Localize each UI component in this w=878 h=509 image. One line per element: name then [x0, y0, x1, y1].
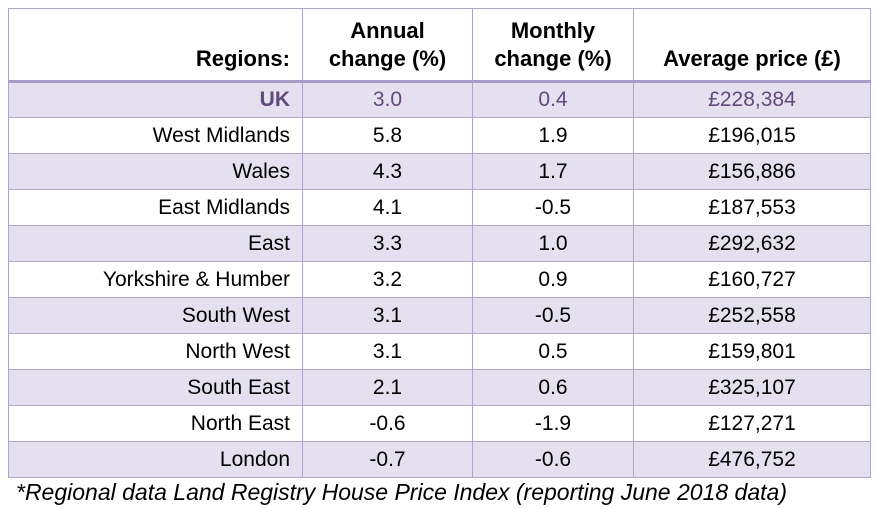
average-price-cell: £325,107 [633, 369, 871, 406]
column-header-annual-change: Annual change (%) [302, 8, 473, 83]
column-header-regions: Regions: [8, 8, 303, 83]
table-row: North East -0.6 -1.9 £127,271 [8, 405, 871, 442]
region-cell: East [8, 225, 303, 262]
footnote: *Regional data Land Registry House Price… [16, 479, 787, 505]
monthly-change-cell: 0.5 [472, 333, 634, 370]
monthly-change-cell: 1.9 [472, 117, 634, 154]
table-row: South East 2.1 0.6 £325,107 [8, 369, 871, 406]
average-price-cell: £196,015 [633, 117, 871, 154]
average-price-cell: £228,384 [633, 81, 871, 118]
average-price-cell: £159,801 [633, 333, 871, 370]
region-cell: North West [8, 333, 303, 370]
annual-change-cell: -0.6 [302, 405, 473, 442]
monthly-change-cell: -0.5 [472, 297, 634, 334]
region-cell: South East [8, 369, 303, 406]
annual-change-cell: 3.2 [302, 261, 473, 298]
monthly-change-cell: 0.9 [472, 261, 634, 298]
region-cell: North East [8, 405, 303, 442]
average-price-cell: £156,886 [633, 153, 871, 190]
table-row: London -0.7 -0.6 £476,752 [8, 441, 871, 478]
column-header-monthly-change: Monthly change (%) [472, 8, 634, 83]
annual-change-cell: 3.3 [302, 225, 473, 262]
table-row: South West 3.1 -0.5 £252,558 [8, 297, 871, 334]
monthly-change-cell: -0.5 [472, 189, 634, 226]
region-cell: UK [8, 81, 303, 118]
annual-change-cell: 3.1 [302, 333, 473, 370]
monthly-change-cell: -1.9 [472, 405, 634, 442]
house-price-table: Regions: Annual change (%) Monthly chang… [8, 8, 871, 478]
average-price-cell: £187,553 [633, 189, 871, 226]
annual-change-cell: 4.3 [302, 153, 473, 190]
table-row: Yorkshire & Humber 3.2 0.9 £160,727 [8, 261, 871, 298]
average-price-cell: £292,632 [633, 225, 871, 262]
column-header-average-price: Average price (£) [633, 8, 871, 83]
monthly-change-cell: 1.0 [472, 225, 634, 262]
annual-change-cell: 2.1 [302, 369, 473, 406]
annual-change-cell: 3.1 [302, 297, 473, 334]
monthly-change-cell: -0.6 [472, 441, 634, 478]
annual-change-cell: 3.0 [302, 81, 473, 118]
annual-change-cell: 4.1 [302, 189, 473, 226]
header-row: Regions: Annual change (%) Monthly chang… [8, 8, 871, 83]
region-cell: Wales [8, 153, 303, 190]
average-price-cell: £160,727 [633, 261, 871, 298]
region-cell: Yorkshire & Humber [8, 261, 303, 298]
table-row: Wales 4.3 1.7 £156,886 [8, 153, 871, 190]
annual-change-cell: 5.8 [302, 117, 473, 154]
average-price-cell: £252,558 [633, 297, 871, 334]
table-row-uk: UK 3.0 0.4 £228,384 [8, 81, 871, 118]
table-row: East 3.3 1.0 £292,632 [8, 225, 871, 262]
region-cell: East Midlands [8, 189, 303, 226]
table-row: North West 3.1 0.5 £159,801 [8, 333, 871, 370]
average-price-cell: £127,271 [633, 405, 871, 442]
monthly-change-cell: 1.7 [472, 153, 634, 190]
region-cell: London [8, 441, 303, 478]
table-row: West Midlands 5.8 1.9 £196,015 [8, 117, 871, 154]
region-cell: South West [8, 297, 303, 334]
table-row: East Midlands 4.1 -0.5 £187,553 [8, 189, 871, 226]
monthly-change-cell: 0.4 [472, 81, 634, 118]
monthly-change-cell: 0.6 [472, 369, 634, 406]
region-cell: West Midlands [8, 117, 303, 154]
average-price-cell: £476,752 [633, 441, 871, 478]
annual-change-cell: -0.7 [302, 441, 473, 478]
